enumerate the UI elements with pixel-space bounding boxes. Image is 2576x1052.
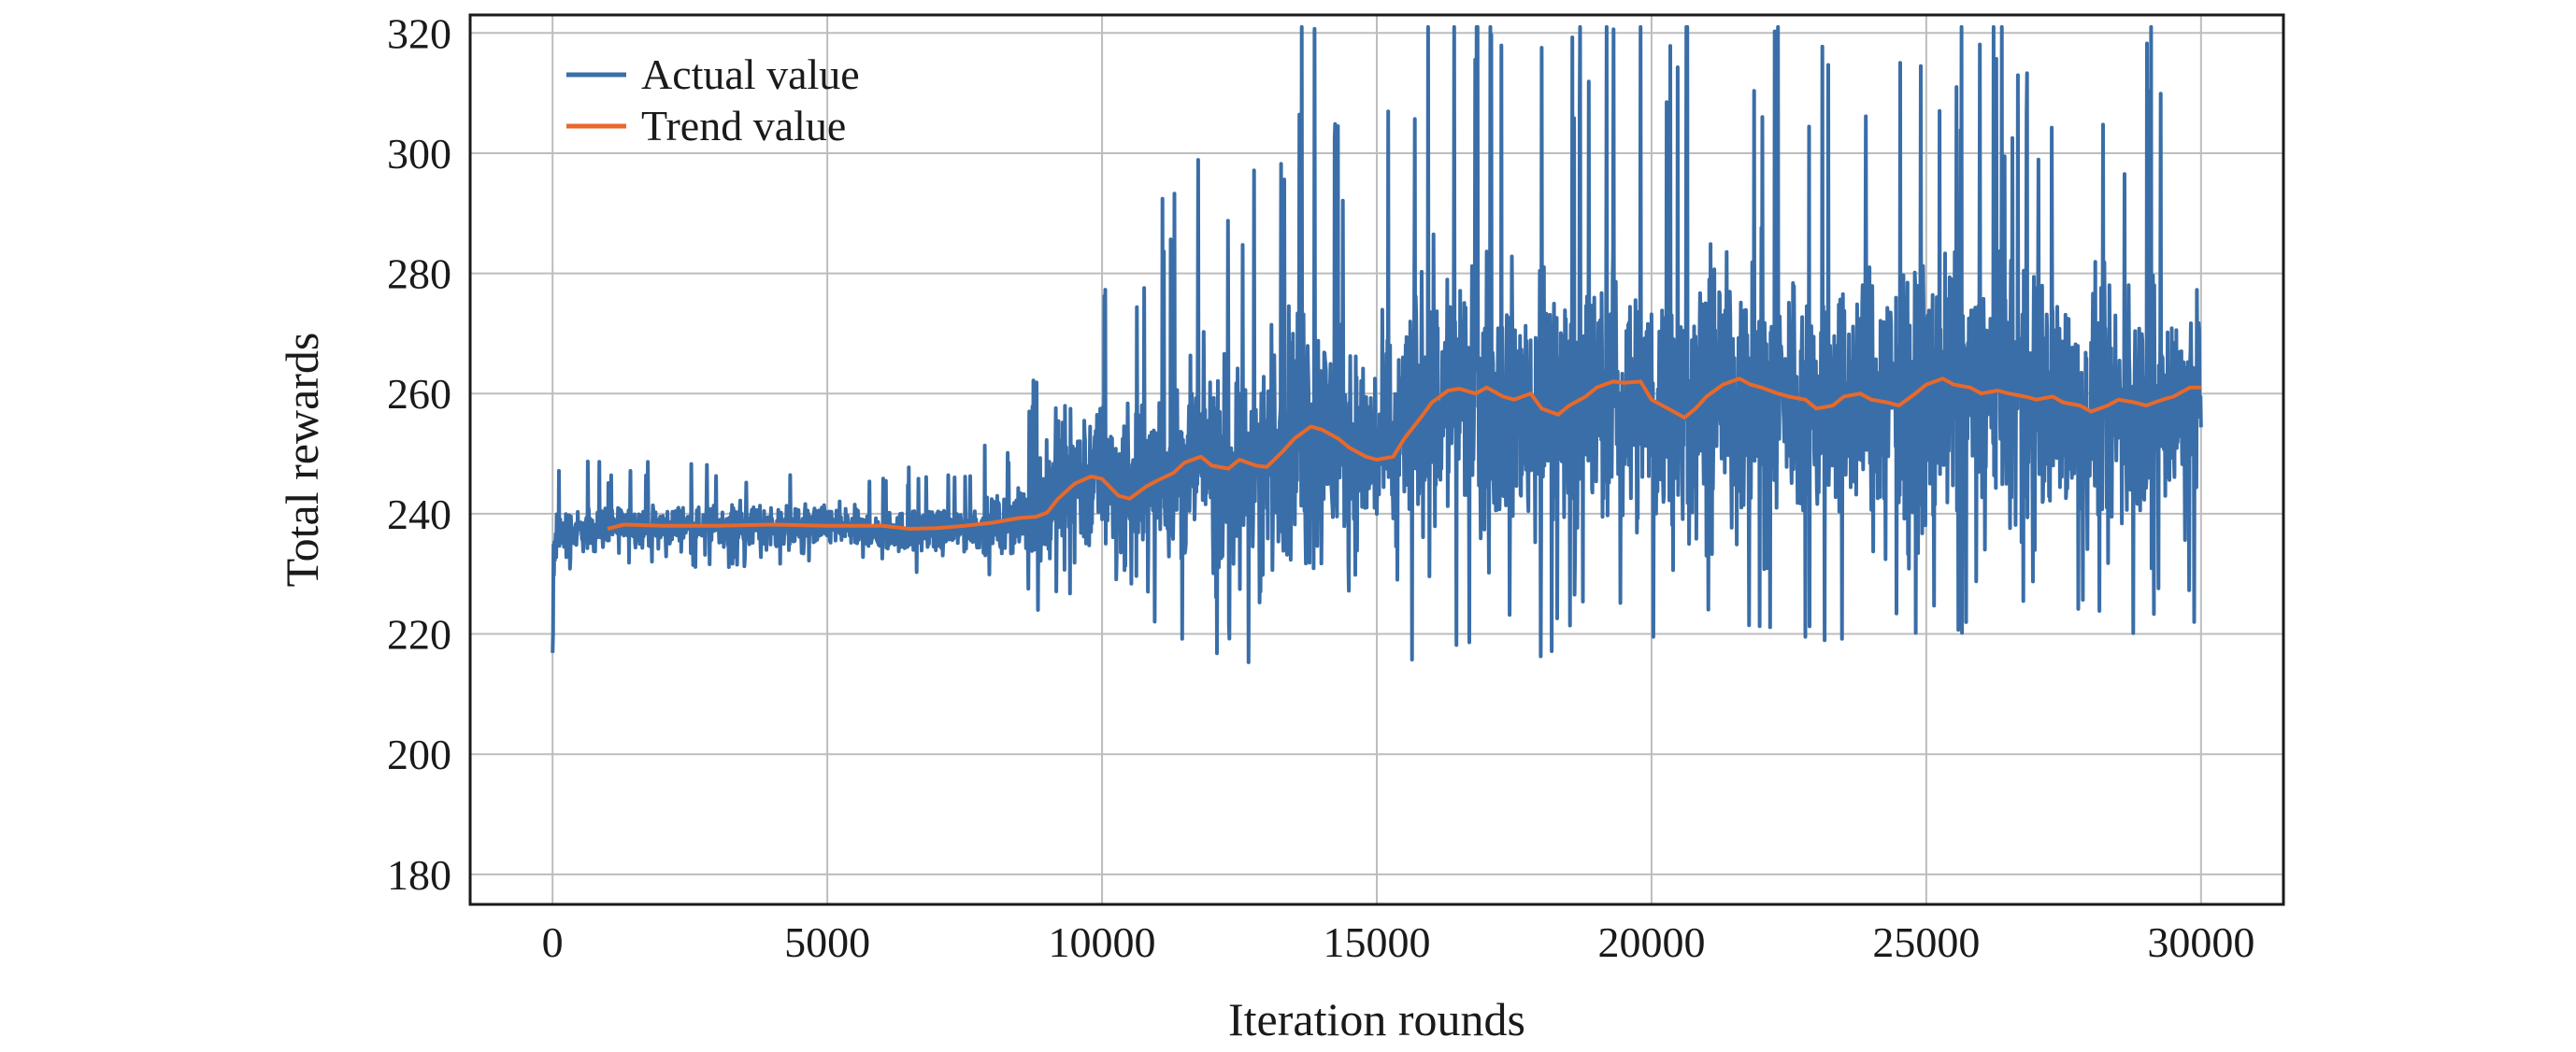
series-trend-value bbox=[607, 377, 2201, 531]
plot-frame bbox=[468, 13, 2285, 906]
x-tick-label: 15000 bbox=[1324, 918, 1431, 966]
y-tick-label: 180 bbox=[387, 851, 451, 899]
line-trend-value bbox=[607, 377, 2201, 531]
x-tick-label: 25000 bbox=[1872, 918, 1980, 966]
x-tick-label: 5000 bbox=[784, 918, 870, 966]
x-tick-label: 0 bbox=[542, 918, 564, 966]
y-tick-label: 280 bbox=[387, 250, 451, 298]
y-tick-label: 260 bbox=[387, 370, 451, 418]
y-tick-label: 220 bbox=[387, 611, 451, 659]
legend-label-trend-value: Trend value bbox=[641, 102, 846, 149]
legend: Actual value Trend value bbox=[566, 50, 860, 149]
series-actual-value bbox=[551, 24, 2203, 664]
y-tick-label: 300 bbox=[387, 130, 451, 178]
x-tick-label: 20000 bbox=[1597, 918, 1705, 966]
y-tick-labels: 180 200 220 240 260 280 300 320 bbox=[387, 9, 451, 899]
x-tick-label: 30000 bbox=[2147, 918, 2254, 966]
x-tick-label: 10000 bbox=[1049, 918, 1156, 966]
x-axis-title: Iteration rounds bbox=[1228, 993, 1525, 1045]
y-axis-title: Total rewards bbox=[276, 333, 328, 588]
x-tick-labels: 0 5000 10000 15000 20000 25000 30000 bbox=[542, 918, 2255, 966]
line-actual-value bbox=[551, 24, 2203, 664]
y-tick-label: 240 bbox=[387, 490, 451, 538]
y-tick-label: 200 bbox=[387, 731, 451, 778]
y-tick-label: 320 bbox=[387, 9, 451, 57]
legend-label-actual-value: Actual value bbox=[641, 50, 860, 98]
